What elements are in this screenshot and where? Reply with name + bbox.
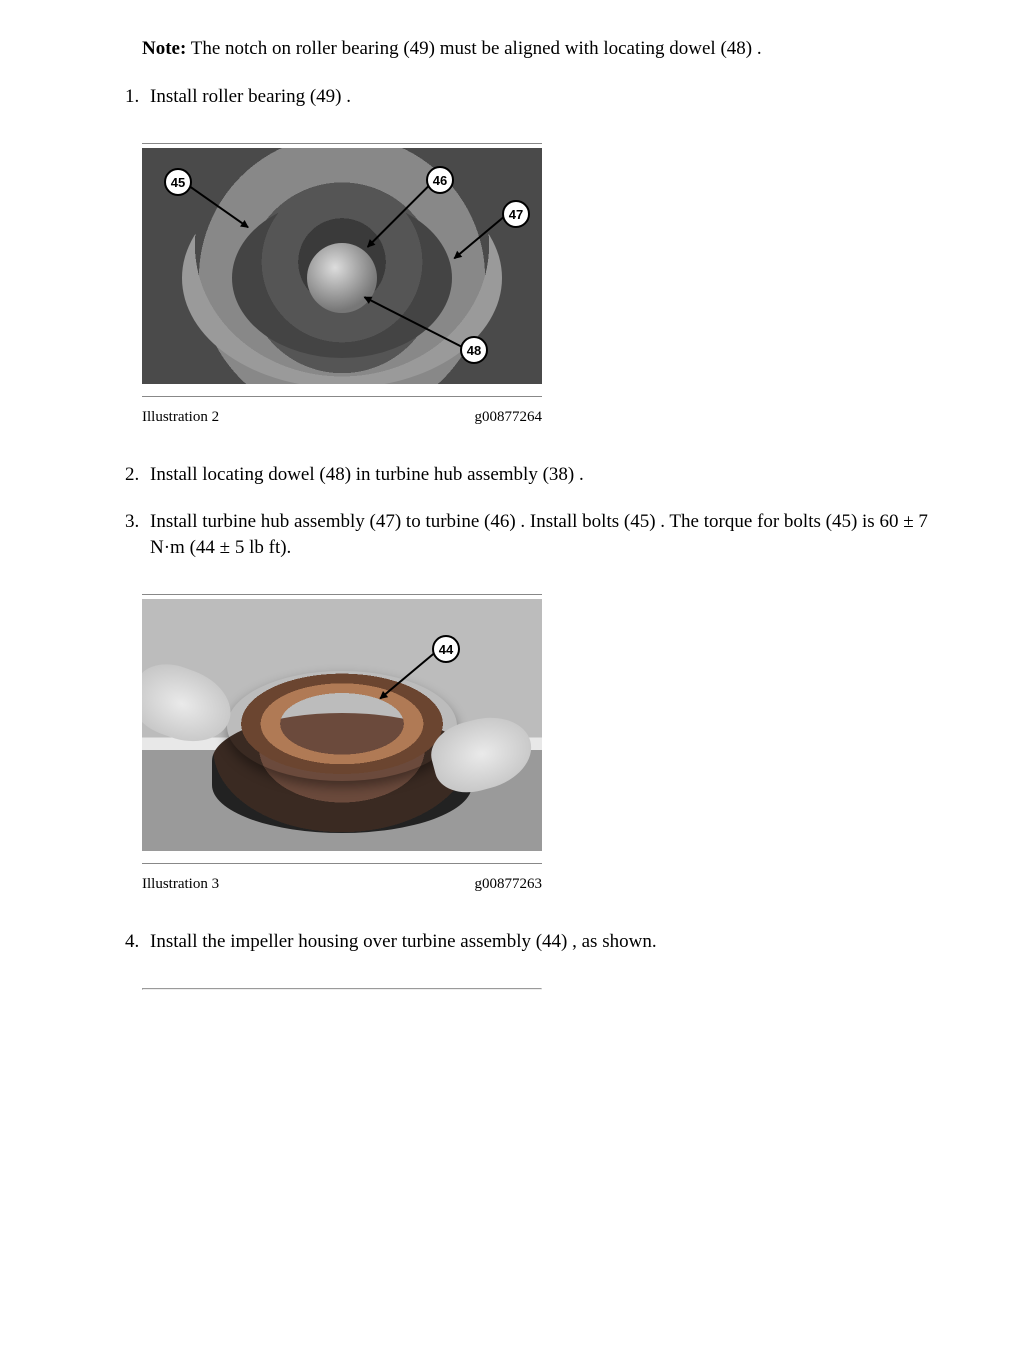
figure-3-block: 44 Illustration 3 g00877263 [142,594,542,894]
step-3: Install turbine hub assembly (47) to tur… [144,509,934,560]
steps-list: Install roller bearing (49) . [110,84,934,110]
step-4: Install the impeller housing over turbin… [144,929,934,955]
figure-2-caption-right: g00877264 [475,407,543,427]
figure-3-ring [227,671,457,781]
steps-list-2: Install locating dowel (48) in turbine h… [110,462,934,561]
note-block: Note: The notch on roller bearing (49) m… [142,36,934,62]
figure-3-caption-right: g00877263 [475,874,543,894]
step-2: Install locating dowel (48) in turbine h… [144,462,934,488]
steps-list-3: Install the impeller housing over turbin… [110,929,934,955]
figure-next-rule-top [142,988,542,990]
figure-rule-top [142,143,542,144]
figure-3-rule-bottom [142,863,542,864]
note-text: The notch on roller bearing (49) must be… [186,38,761,59]
figure-2-caption-left: Illustration 2 [142,407,219,427]
figure-2-block: 45 46 47 48 Illustration 2 g00877264 [142,143,542,427]
figure-3-caption-left: Illustration 3 [142,874,219,894]
figure-2-image: 45 46 47 48 [142,148,542,384]
note-label: Note: [142,38,186,59]
figure-3-rule-top [142,594,542,595]
step-1: Install roller bearing (49) . [144,84,934,110]
figure-3-image: 44 [142,599,542,851]
figure-rule-bottom [142,396,542,397]
figure-3-caption: Illustration 3 g00877263 [142,874,542,894]
figure-next-block [142,988,542,990]
figure-2-caption: Illustration 2 g00877264 [142,407,542,427]
